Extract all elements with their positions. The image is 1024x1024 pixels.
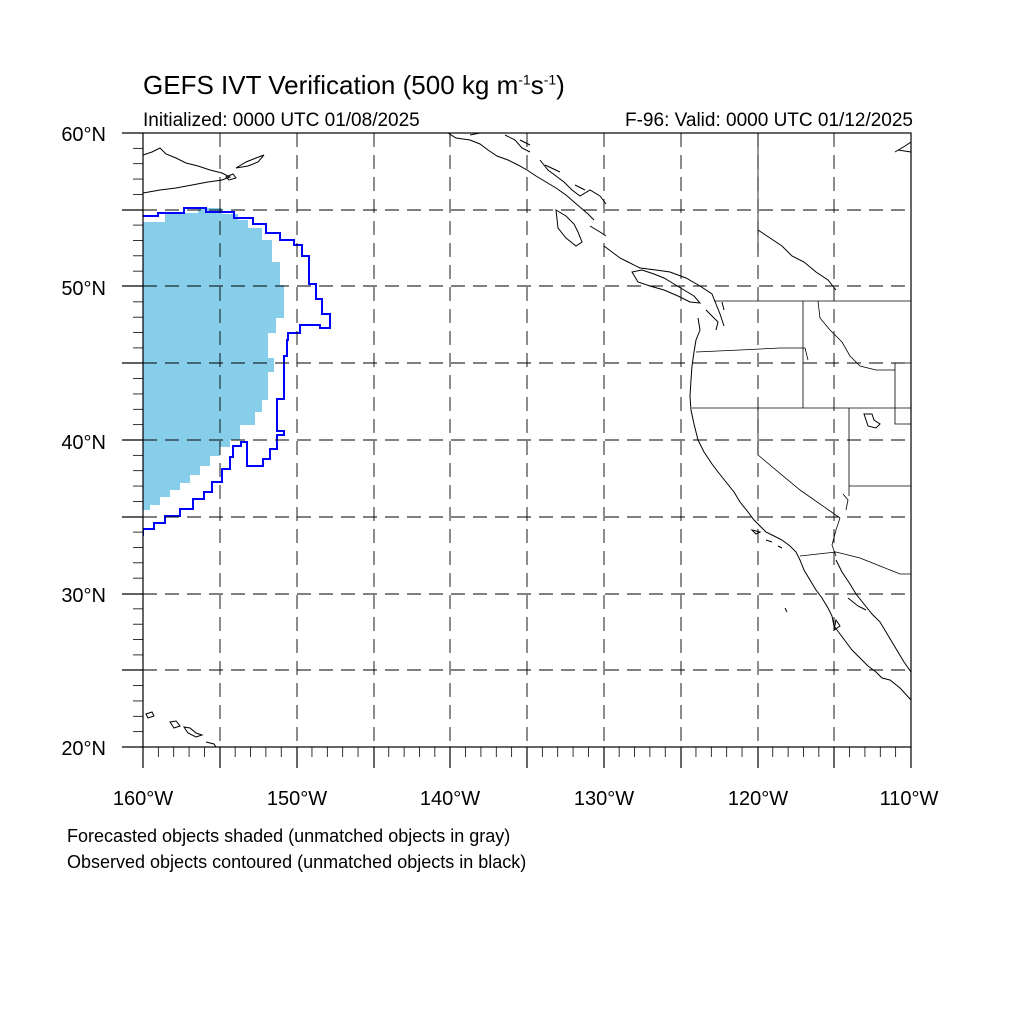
initialized-time: Initialized: 0000 UTC 01/08/2025 xyxy=(143,110,420,131)
valid-time: F-96: Valid: 0000 UTC 01/12/2025 xyxy=(625,110,913,131)
lat-label-40: 40°N xyxy=(61,432,106,454)
lat-label-30: 30°N xyxy=(61,585,106,607)
observed-caption: Observed objects contoured (unmatched ob… xyxy=(67,852,527,872)
lon-label-110w: 110°W xyxy=(880,788,939,810)
major-ticks xyxy=(122,132,912,768)
map-title: GEFS IVT Verification (500 kg m-1s-1) xyxy=(143,70,565,100)
lat-label-20: 20°N xyxy=(61,738,106,760)
lon-label-130w: 130°W xyxy=(574,788,634,810)
lon-label-120w: 120°W xyxy=(728,788,788,810)
lon-label-150w: 150°W xyxy=(267,788,327,810)
coastlines xyxy=(143,133,911,747)
lat-label-50: 50°N xyxy=(61,278,106,300)
lon-labels: 160°W 150°W 140°W 130°W 120°W 110°W xyxy=(113,788,939,810)
lat-labels: 60°N 50°N 40°N 30°N 20°N xyxy=(61,124,106,760)
observed-object-contour xyxy=(143,207,331,536)
forecast-caption: Forecasted objects shaded (unmatched obj… xyxy=(67,826,511,846)
forecast-object-shaded xyxy=(143,208,284,510)
grid-lines xyxy=(143,133,911,747)
lon-label-140w: 140°W xyxy=(420,788,480,810)
minor-ticks xyxy=(133,147,897,757)
lat-label-60: 60°N xyxy=(61,124,106,146)
lon-label-160w: 160°W xyxy=(113,788,173,810)
political-boundaries xyxy=(449,133,911,575)
